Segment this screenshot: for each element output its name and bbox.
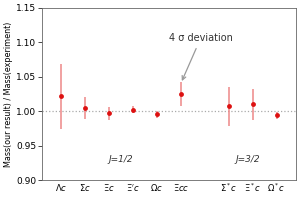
Text: J=3/2: J=3/2	[236, 155, 260, 164]
Text: 4 σ deviation: 4 σ deviation	[169, 33, 232, 80]
Text: J=1/2: J=1/2	[109, 155, 133, 164]
Y-axis label: Mass(our result) / Mass(experiment): Mass(our result) / Mass(experiment)	[4, 21, 13, 167]
